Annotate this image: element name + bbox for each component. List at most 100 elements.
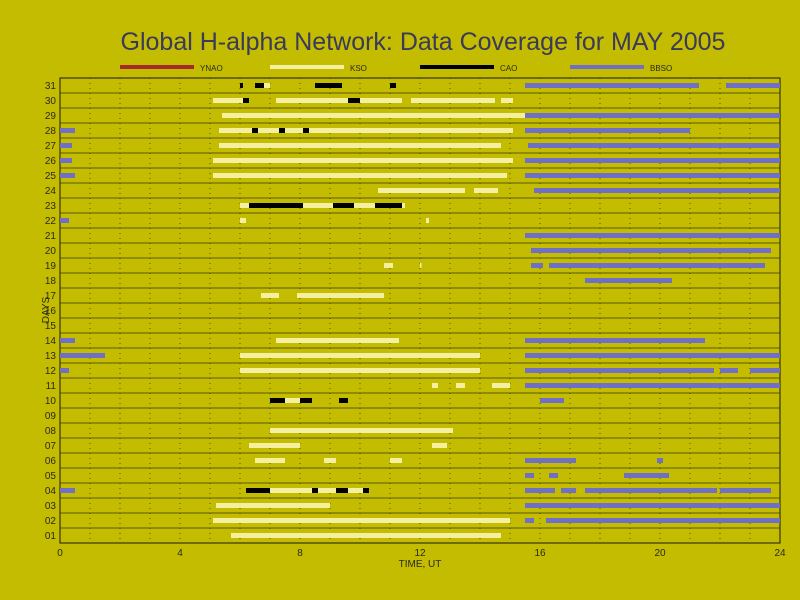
coverage-bar-kso — [219, 128, 513, 133]
x-tick-label: 8 — [297, 548, 303, 559]
coverage-bar-bbso — [525, 368, 714, 373]
coverage-bar-bbso — [60, 143, 72, 148]
coverage-bar-kso — [276, 338, 399, 343]
y-tick-label: 31 — [45, 81, 57, 92]
legend-swatch-cao — [420, 65, 494, 69]
coverage-bar-kso — [270, 428, 453, 433]
coverage-bar-bbso — [60, 368, 69, 373]
coverage-bar-kso — [378, 188, 465, 193]
y-tick-label: 25 — [45, 171, 57, 182]
coverage-bar-bbso — [720, 488, 771, 493]
coverage-bar-bbso — [60, 338, 75, 343]
coverage-bar-kso — [276, 98, 402, 103]
coverage-bar-kso — [432, 383, 438, 388]
coverage-bar-bbso — [549, 263, 765, 268]
y-tick-label: 03 — [45, 501, 57, 512]
coverage-bar-bbso — [657, 458, 663, 463]
coverage-bar-bbso — [525, 383, 780, 388]
coverage-bar-kso — [240, 353, 480, 358]
coverage-bar-cao — [243, 98, 249, 103]
coverage-bar-bbso — [561, 488, 576, 493]
coverage-bar-kso — [432, 443, 447, 448]
coverage-bar-cao — [303, 128, 309, 133]
coverage-bar-bbso — [60, 158, 72, 163]
coverage-bar-bbso — [585, 278, 672, 283]
coverage-bar-cao — [390, 83, 396, 88]
coverage-bar-bbso — [525, 233, 780, 238]
y-tick-label: 15 — [45, 321, 57, 332]
coverage-bar-kso — [456, 383, 465, 388]
coverage-bar-bbso — [528, 143, 780, 148]
coverage-bar-bbso — [525, 458, 576, 463]
coverage-bar-kso — [249, 443, 300, 448]
y-axis-ticks: 01 02 03 04 05 06 07 08 09 10 11 12 13 14 15 16 17 18 19 20… — [45, 81, 57, 542]
coverage-bar-bbso — [531, 263, 543, 268]
coverage-bar-bbso — [531, 248, 771, 253]
coverage-bar-cao — [375, 203, 402, 208]
coverage-bar-bbso — [525, 488, 555, 493]
y-tick-label: 10 — [45, 396, 57, 407]
coverage-bar-kso — [213, 518, 510, 523]
coverage-bar-bbso — [624, 473, 669, 478]
coverage-bar-bbso — [549, 473, 558, 478]
coverage-bar-kso — [255, 458, 285, 463]
legend-label-bbso: BBSO — [650, 64, 672, 73]
coverage-bar-cao — [339, 398, 348, 403]
coverage-bar-kso — [285, 398, 309, 403]
y-tick-label: 28 — [45, 126, 57, 137]
coverage-bar-cao — [252, 128, 258, 133]
coverage-bar-cao — [249, 203, 303, 208]
legend: YNAO KSO CAO BBSO — [120, 64, 672, 73]
y-tick-label: 19 — [45, 261, 57, 272]
coverage-bar-cao — [246, 488, 270, 493]
coverage-bar-bbso — [540, 398, 564, 403]
coverage-bar-bbso — [720, 368, 738, 373]
legend-label-cao: CAO — [500, 64, 517, 73]
coverage-bar-cao — [255, 83, 264, 88]
y-tick-label: 13 — [45, 351, 57, 362]
y-tick-label: 17 — [45, 291, 57, 302]
coverage-bar-cao — [315, 83, 342, 88]
y-tick-label: 24 — [45, 186, 57, 197]
coverage-bar-kso — [261, 83, 270, 88]
coverage-bar-bbso — [525, 113, 780, 118]
coverage-bar-bbso — [525, 353, 780, 358]
legend-swatch-ynao — [120, 65, 194, 69]
coverage-bar-kso — [231, 533, 501, 538]
coverage-bar-kso — [474, 188, 498, 193]
coverage-bar-bbso — [585, 488, 717, 493]
coverage-bar-bbso — [525, 518, 534, 523]
legend-label-ynao: YNAO — [200, 64, 223, 73]
coverage-bar-cao — [348, 98, 360, 103]
coverage-bar-kso — [222, 113, 525, 118]
y-tick-label: 09 — [45, 411, 57, 422]
coverage-bar-kso — [216, 503, 330, 508]
y-tick-label: 12 — [45, 366, 57, 377]
coverage-bar-bbso — [750, 368, 780, 373]
x-axis-label: TIME, UT — [399, 559, 442, 570]
coverage-bar-bbso — [60, 128, 75, 133]
x-tick-label: 12 — [414, 548, 426, 559]
coverage-bar-bbso — [60, 173, 75, 178]
coverage-bar-kso — [390, 458, 402, 463]
coverage-bar-kso — [492, 383, 510, 388]
y-tick-label: 04 — [45, 486, 57, 497]
coverage-bar-bbso — [525, 173, 780, 178]
y-tick-label: 06 — [45, 456, 57, 467]
y-tick-label: 18 — [45, 276, 57, 287]
coverage-bar-kso — [219, 143, 501, 148]
coverage-bar-kso — [213, 98, 243, 103]
coverage-bar-bbso — [525, 473, 534, 478]
y-tick-label: 29 — [45, 111, 57, 122]
coverage-bar-kso — [324, 458, 336, 463]
y-tick-label: 05 — [45, 471, 57, 482]
coverage-bar-bbso — [525, 338, 705, 343]
coverage-bar-bbso — [60, 488, 75, 493]
coverage-bar-bbso — [534, 188, 780, 193]
coverage-bar-kso — [240, 368, 480, 373]
coverage-bar-kso — [261, 293, 279, 298]
y-tick-label: 26 — [45, 156, 57, 167]
coverage-bar-bbso — [525, 128, 690, 133]
x-tick-label: 24 — [774, 548, 786, 559]
